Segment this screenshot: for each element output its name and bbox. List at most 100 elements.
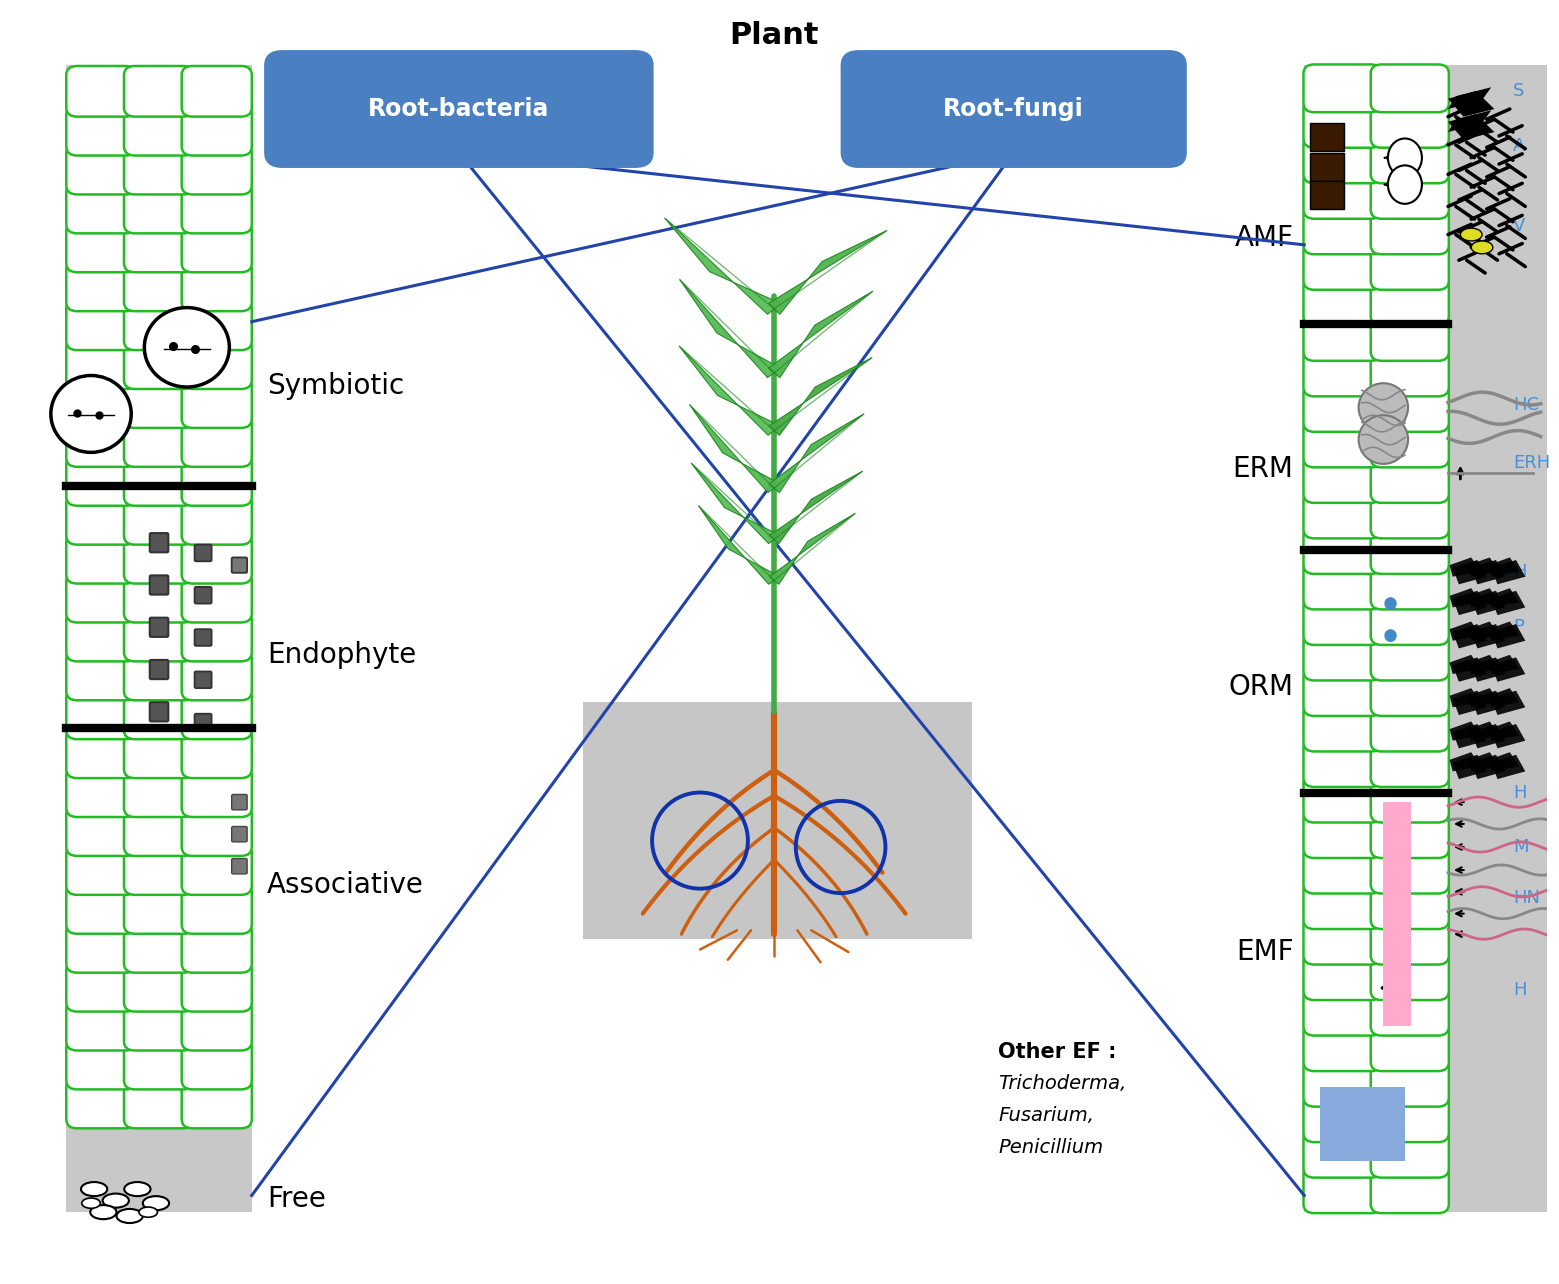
FancyBboxPatch shape (67, 767, 136, 817)
FancyBboxPatch shape (1303, 1166, 1381, 1213)
FancyBboxPatch shape (67, 883, 136, 933)
FancyBboxPatch shape (1305, 65, 1559, 1212)
Polygon shape (1469, 588, 1500, 607)
FancyBboxPatch shape (1303, 987, 1381, 1036)
FancyBboxPatch shape (1370, 64, 1448, 112)
Polygon shape (1469, 621, 1500, 641)
Polygon shape (1453, 560, 1487, 584)
Ellipse shape (145, 308, 229, 386)
FancyBboxPatch shape (1303, 420, 1381, 467)
Text: Endophyte: Endophyte (267, 641, 416, 669)
FancyBboxPatch shape (182, 182, 253, 234)
Text: Plant: Plant (730, 22, 818, 50)
FancyBboxPatch shape (125, 1077, 193, 1129)
FancyBboxPatch shape (1303, 100, 1381, 148)
FancyBboxPatch shape (150, 575, 168, 594)
Polygon shape (680, 280, 781, 377)
Text: AMF: AMF (1235, 225, 1294, 253)
Text: ERH: ERH (1512, 453, 1550, 471)
FancyBboxPatch shape (67, 261, 136, 311)
Text: V: V (1512, 217, 1525, 235)
FancyBboxPatch shape (195, 672, 212, 688)
FancyBboxPatch shape (840, 50, 1186, 168)
FancyBboxPatch shape (125, 571, 193, 623)
Text: Penicillium: Penicillium (998, 1138, 1104, 1157)
FancyBboxPatch shape (150, 533, 168, 552)
FancyBboxPatch shape (182, 105, 253, 155)
FancyBboxPatch shape (125, 883, 193, 933)
FancyBboxPatch shape (67, 339, 136, 389)
FancyBboxPatch shape (232, 795, 248, 810)
FancyBboxPatch shape (1383, 802, 1411, 1026)
FancyBboxPatch shape (1303, 704, 1381, 751)
Polygon shape (1492, 560, 1525, 584)
Text: HN: HN (1512, 890, 1540, 908)
FancyBboxPatch shape (1370, 1023, 1448, 1071)
Ellipse shape (117, 1210, 143, 1224)
FancyBboxPatch shape (125, 65, 193, 117)
FancyBboxPatch shape (1370, 917, 1448, 964)
FancyBboxPatch shape (182, 767, 253, 817)
FancyBboxPatch shape (67, 105, 136, 155)
FancyBboxPatch shape (125, 728, 193, 778)
FancyBboxPatch shape (182, 455, 253, 506)
FancyBboxPatch shape (67, 299, 136, 351)
Polygon shape (769, 413, 864, 493)
FancyBboxPatch shape (125, 182, 193, 234)
FancyBboxPatch shape (1303, 64, 1381, 112)
FancyBboxPatch shape (67, 650, 136, 700)
FancyBboxPatch shape (67, 922, 136, 973)
FancyBboxPatch shape (1370, 810, 1448, 858)
Polygon shape (1450, 621, 1481, 641)
FancyBboxPatch shape (1303, 846, 1381, 894)
FancyBboxPatch shape (67, 844, 136, 895)
Ellipse shape (1388, 139, 1422, 177)
FancyBboxPatch shape (125, 650, 193, 700)
FancyBboxPatch shape (182, 1039, 253, 1089)
FancyBboxPatch shape (125, 611, 193, 661)
FancyBboxPatch shape (1370, 207, 1448, 254)
FancyBboxPatch shape (263, 50, 653, 168)
FancyBboxPatch shape (150, 618, 168, 637)
FancyBboxPatch shape (232, 557, 248, 573)
Text: HC: HC (1512, 395, 1539, 413)
FancyBboxPatch shape (125, 922, 193, 973)
FancyBboxPatch shape (125, 767, 193, 817)
Polygon shape (1453, 691, 1487, 715)
FancyBboxPatch shape (1370, 100, 1448, 148)
FancyBboxPatch shape (1303, 953, 1381, 1000)
Polygon shape (1472, 724, 1504, 749)
FancyBboxPatch shape (1370, 1166, 1448, 1213)
FancyBboxPatch shape (1303, 313, 1381, 361)
Ellipse shape (1388, 166, 1422, 204)
FancyBboxPatch shape (67, 960, 136, 1012)
Polygon shape (1450, 588, 1481, 607)
FancyBboxPatch shape (1303, 526, 1381, 574)
Polygon shape (689, 404, 781, 493)
FancyBboxPatch shape (67, 494, 136, 544)
FancyBboxPatch shape (67, 222, 136, 272)
FancyBboxPatch shape (150, 702, 168, 722)
FancyBboxPatch shape (1370, 597, 1448, 645)
Polygon shape (1469, 557, 1500, 577)
FancyBboxPatch shape (583, 702, 971, 939)
FancyBboxPatch shape (1303, 1094, 1381, 1143)
FancyBboxPatch shape (125, 960, 193, 1012)
Polygon shape (1489, 688, 1518, 707)
FancyBboxPatch shape (125, 105, 193, 155)
FancyBboxPatch shape (1370, 455, 1448, 503)
FancyBboxPatch shape (1303, 171, 1381, 218)
FancyBboxPatch shape (195, 587, 212, 603)
Text: Root-fungi: Root-fungi (943, 98, 1084, 121)
Polygon shape (1489, 752, 1518, 772)
Text: H: H (1512, 785, 1526, 802)
Polygon shape (1450, 688, 1481, 707)
FancyBboxPatch shape (1370, 668, 1448, 716)
Text: ERM: ERM (1233, 455, 1294, 483)
FancyBboxPatch shape (67, 533, 136, 583)
Polygon shape (1448, 114, 1495, 140)
Text: S: S (1512, 82, 1525, 100)
FancyBboxPatch shape (125, 339, 193, 389)
FancyBboxPatch shape (1303, 917, 1381, 964)
Polygon shape (1492, 755, 1525, 779)
